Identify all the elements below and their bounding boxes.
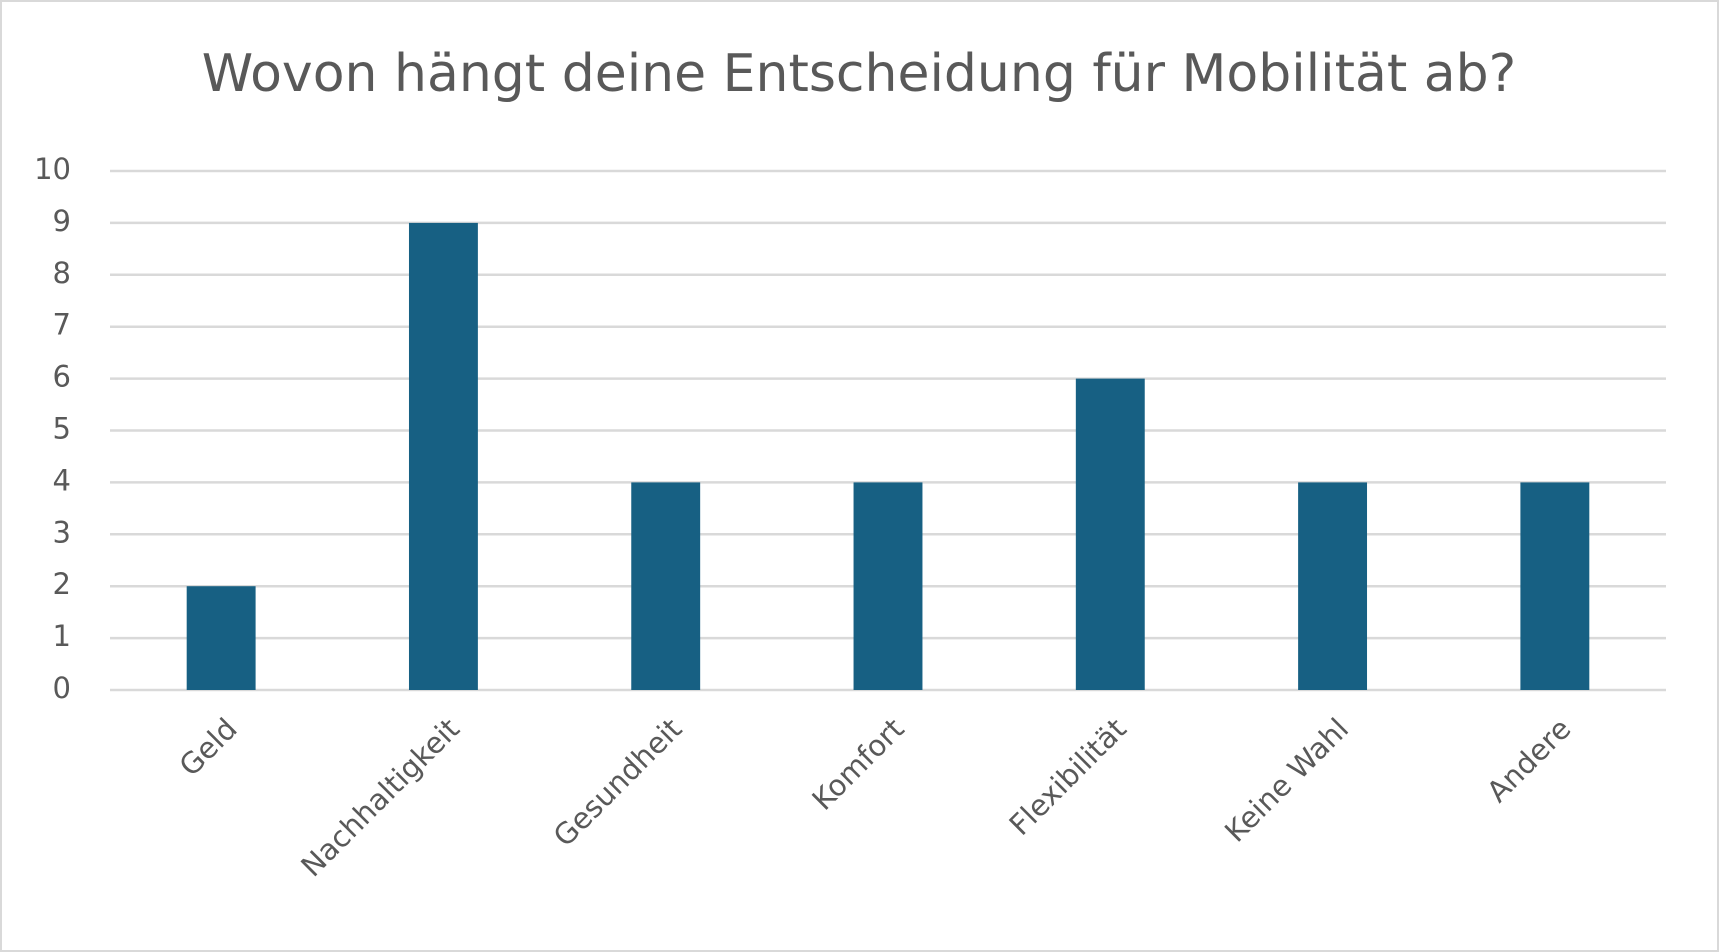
y-tick-label: 4	[53, 463, 71, 497]
chart-title: Wovon hängt deine Entscheidung für Mobil…	[202, 44, 1516, 104]
bar	[408, 222, 478, 690]
y-tick-label: 3	[53, 515, 71, 549]
bar	[1298, 482, 1368, 690]
bar	[631, 482, 701, 690]
bar	[1520, 482, 1590, 690]
y-tick-label: 8	[53, 256, 71, 290]
bar	[853, 482, 923, 690]
bar	[186, 586, 256, 690]
y-tick-label: 5	[53, 412, 71, 446]
y-tick-label: 2	[53, 567, 71, 601]
y-tick-label: 7	[53, 308, 71, 342]
y-tick-label: 1	[53, 619, 71, 653]
y-tick-label: 10	[34, 152, 71, 186]
y-tick-label: 0	[53, 671, 71, 705]
y-tick-label: 9	[53, 204, 71, 238]
bar	[1075, 378, 1145, 690]
y-tick-label: 6	[53, 360, 71, 394]
